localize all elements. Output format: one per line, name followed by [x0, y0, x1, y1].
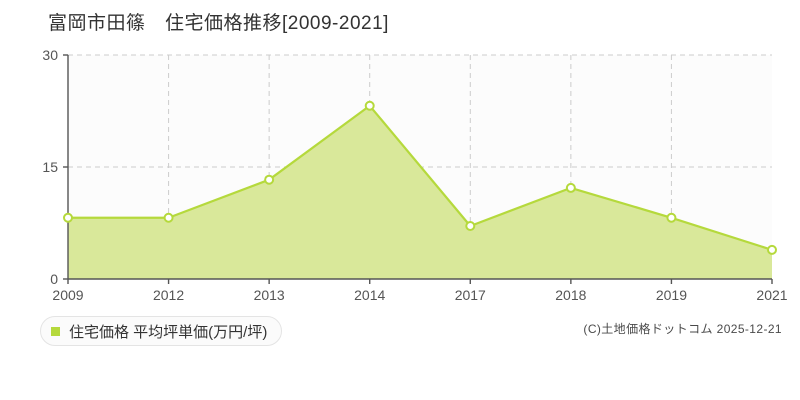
chart-title: 富岡市田篠 住宅価格推移[2009-2021]	[48, 13, 389, 34]
area-series-fill	[68, 105, 772, 279]
area-series-line	[68, 104, 773, 251]
y-axis-tick-labels: 0 15 30	[42, 47, 58, 287]
data-point-markers	[63, 100, 777, 255]
svg-text:30: 30	[42, 47, 58, 63]
svg-text:2014: 2014	[354, 287, 385, 303]
svg-text:15: 15	[42, 159, 58, 175]
svg-text:2019: 2019	[656, 287, 687, 303]
axis-lines	[63, 54, 773, 284]
svg-text:2012: 2012	[153, 287, 184, 303]
svg-text:0: 0	[50, 271, 58, 287]
svg-text:2013: 2013	[254, 287, 285, 303]
svg-text:2009: 2009	[52, 287, 83, 303]
svg-text:2018: 2018	[555, 287, 586, 303]
copyright-credit: (C)土地価格ドットコム 2025-12-21	[583, 322, 782, 336]
legend-label: 住宅価格 平均坪単価(万円/坪)	[69, 323, 268, 341]
legend-swatch-icon	[51, 326, 60, 336]
chart-legend: 住宅価格 平均坪単価(万円/坪)	[40, 316, 283, 346]
svg-text:2021: 2021	[756, 287, 787, 303]
x-axis-tick-labels: 2009 2012 2013 2014 2017 2018 2019 2021	[52, 287, 787, 303]
svg-text:2017: 2017	[455, 287, 486, 303]
